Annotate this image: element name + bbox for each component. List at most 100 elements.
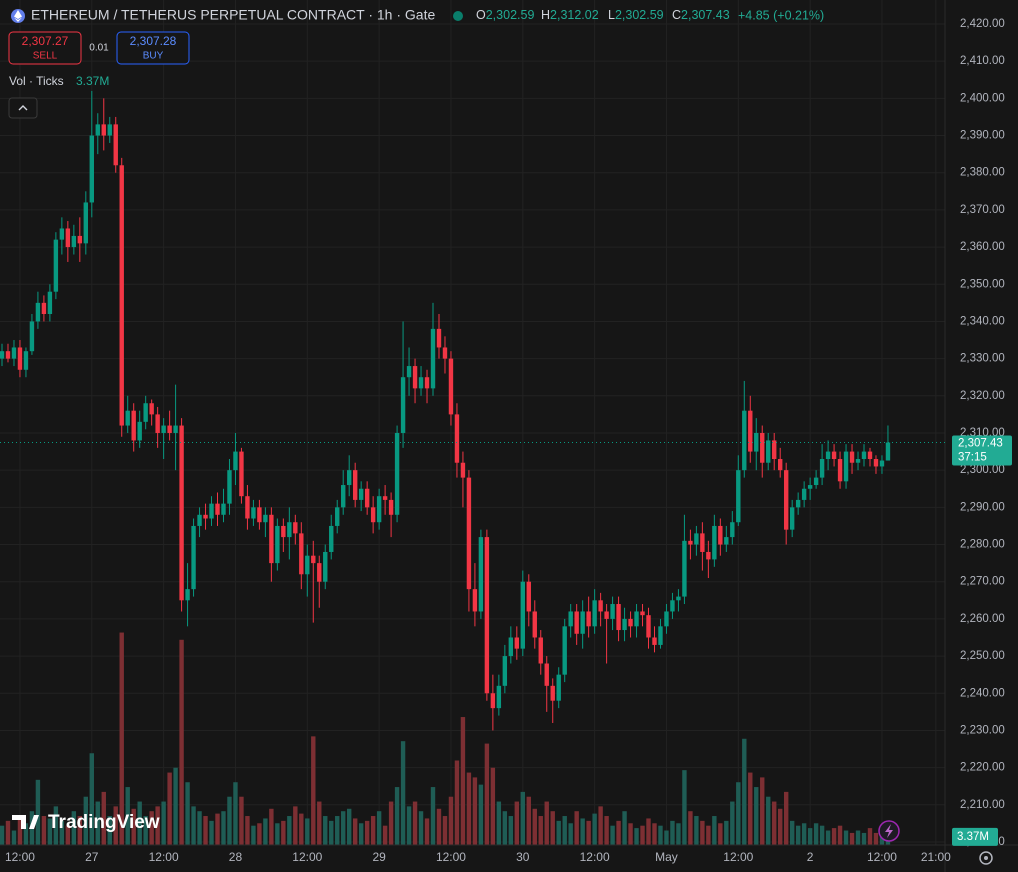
candle-body [562,626,567,675]
candle-body [17,347,23,370]
candle-body [813,477,819,486]
watermark-logo [12,815,39,829]
candle-body [478,537,484,612]
candle-body [323,551,328,582]
candle-body [53,239,59,292]
candle-body [670,600,675,612]
volume-bar [580,818,585,845]
candle-body [490,693,496,709]
volume-bar [299,813,304,845]
candle-body [263,514,268,523]
candle-body [400,377,406,433]
x-tick-label: 2 [807,850,814,864]
candle-body [394,432,400,515]
y-tick-label: 2,320.00 [960,390,1005,402]
y-tick-label: 2,270.00 [960,576,1005,588]
volume-bar [466,772,472,845]
volume-bar [748,772,753,845]
volume-bar [640,825,645,845]
volume-bar [101,791,106,845]
volume-bar [490,767,496,845]
candle-body [29,321,35,352]
candle-body [71,235,77,248]
candle-body [442,347,448,359]
volume-bar [35,779,41,845]
candle-body [35,302,41,322]
volume-bar [772,801,777,845]
candle-body [233,451,238,471]
candle-body [592,600,597,627]
candle-body [508,637,514,657]
candle-body [430,328,436,389]
volume-bar [789,820,795,845]
volume-bar [831,828,837,845]
settings-dot [984,856,988,860]
buy-button[interactable] [116,31,190,65]
candle-body [352,470,358,500]
volume-bar [849,832,855,845]
axes: 2,200.002,210.002,220.002,230.002,240.00… [0,18,1012,864]
y-tick-label: 2,250.00 [960,650,1005,662]
y-tick-label: 2,370.00 [960,204,1005,216]
candle-body [700,533,705,552]
candle-body [329,525,334,552]
candle-body [59,228,65,240]
volume-bar [472,777,478,845]
candle-body [77,235,83,244]
candle-body [766,440,771,463]
volume-bar [209,820,214,845]
candle-body [346,470,352,486]
volume-bar [430,787,436,845]
candle-body [694,533,699,545]
change: +4.85 (+0.21%) [738,8,824,22]
volume-bar [742,738,747,845]
volume-bar [783,791,789,845]
volume-bar [275,823,280,845]
candle-body [706,551,711,560]
candle-body [131,410,136,441]
candle-body [107,124,112,136]
volume-bar [879,835,885,845]
candle-body [47,291,53,315]
candle-body [849,451,855,463]
volume-bar [795,825,801,845]
candle-body [173,425,178,433]
volume-bar [352,818,358,845]
candle-body [161,425,166,433]
candle-body [125,410,130,426]
volume-bar [293,806,298,845]
settings-button[interactable] [979,851,993,865]
volume-bar [813,823,819,845]
volume-bar [873,832,879,845]
candle-body [873,459,879,467]
candle-body [83,202,89,244]
candle-body [640,611,645,616]
volume-bar [77,816,83,845]
y-tick-label: 2,230.00 [960,724,1005,736]
volume-bar [107,816,112,845]
last-volume-label: 3.37M [957,831,989,843]
candle-body [376,496,382,523]
candle-body [783,470,789,530]
candle-body [514,637,520,649]
candle-body [65,228,71,248]
sell-button[interactable] [8,31,82,65]
candle-body [185,589,190,601]
candle-body [789,507,795,530]
candle-body [257,507,262,523]
sell-price: 2,307.27 [22,34,69,48]
candle-body [885,442,891,461]
volume-bar [867,828,873,845]
volume-bar [406,806,412,845]
x-tick-label: 28 [229,850,243,864]
candle-body [610,604,615,619]
candle-body [101,124,106,136]
buy-label: BUY [143,51,164,62]
volume-bar [538,816,543,845]
y-tick-label: 2,340.00 [960,315,1005,327]
candle-body [760,432,765,463]
watermark: TradingView [48,812,160,833]
candle-body [604,611,609,619]
collapse-button[interactable] [8,97,38,119]
